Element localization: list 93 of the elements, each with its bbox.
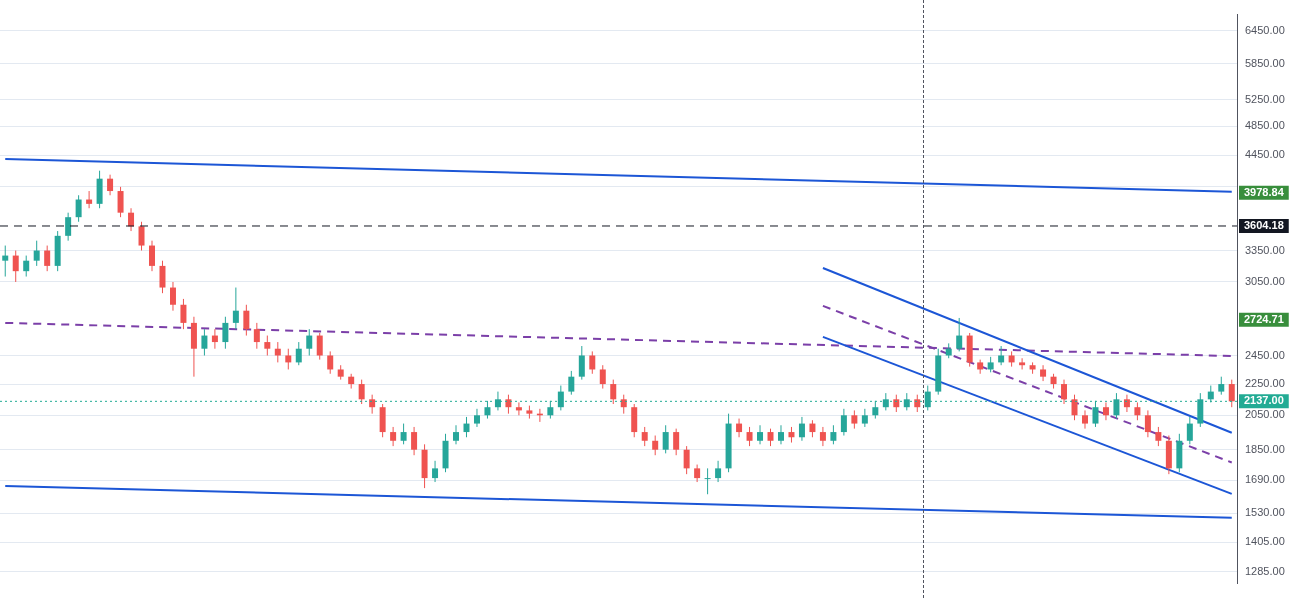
candlestick (264, 335, 271, 356)
candlestick (1061, 379, 1068, 405)
y-tick-label: 2450.00 (1245, 348, 1285, 361)
y-tick-label: 1690.00 (1245, 473, 1285, 486)
candlestick (23, 255, 30, 278)
candlestick (819, 426, 826, 447)
candlestick (1144, 409, 1151, 438)
candlestick (327, 350, 334, 375)
y-tick-label: 3350.00 (1245, 243, 1285, 256)
candlestick (295, 341, 302, 366)
candlestick (358, 379, 365, 405)
y-tick-label: 2250.00 (1245, 377, 1285, 390)
candlestick (473, 408, 480, 428)
y-tick-label: 1285.00 (1245, 565, 1285, 578)
candlestick (620, 394, 627, 415)
candlestick (253, 322, 260, 350)
candlestick (169, 281, 176, 312)
candlestick (117, 186, 124, 218)
candlestick (138, 221, 145, 252)
candlestick (715, 460, 722, 483)
candlestick (316, 332, 323, 361)
candlestick (683, 445, 690, 475)
candlestick (1123, 394, 1130, 413)
candlestick (1102, 401, 1109, 421)
y-tick-label: 5850.00 (1245, 56, 1285, 69)
candlestick (107, 174, 114, 196)
candlestick (12, 250, 19, 283)
candlestick (746, 426, 753, 447)
candlestick (610, 379, 617, 405)
candlestick (65, 212, 72, 242)
candlestick (599, 364, 606, 390)
candlestick (998, 345, 1005, 366)
candlestick (736, 418, 743, 438)
candlestick (798, 416, 805, 442)
candlestick (75, 194, 82, 223)
candlestick (222, 316, 229, 350)
candlestick (578, 345, 585, 381)
candlestick (86, 190, 93, 209)
candlestick (652, 435, 659, 456)
candlestick (432, 460, 439, 483)
candlestick (306, 328, 313, 356)
candlestick (243, 304, 250, 337)
candlestick (232, 287, 239, 330)
candlestick (2, 245, 9, 278)
y-tick-label: 1405.00 (1245, 535, 1285, 548)
y-tick-label: 1530.00 (1245, 506, 1285, 519)
candlestick (211, 328, 218, 350)
candlestick (411, 426, 418, 456)
candlestick (851, 409, 858, 430)
candlestick (285, 348, 292, 370)
y-tick-label: 6450.00 (1245, 23, 1285, 36)
text: 3978.84 (1244, 185, 1285, 198)
candlestick (149, 240, 155, 272)
candlestick (1019, 357, 1026, 370)
candlestick (1071, 394, 1078, 421)
candlestick (1155, 426, 1162, 447)
candlestick (201, 328, 208, 356)
candlestick (861, 408, 868, 428)
candlestick (757, 424, 764, 445)
candlestick (777, 424, 784, 445)
candlestick (830, 424, 837, 445)
y-tick-label: 1850.00 (1245, 442, 1285, 455)
candlestick (400, 423, 407, 445)
candlestick (159, 260, 166, 294)
y-tick-label: 4450.00 (1245, 148, 1285, 161)
candlestick (369, 394, 376, 415)
text: 2724.71 (1244, 312, 1284, 325)
candlestick (33, 240, 40, 267)
y-tick-label: 5250.00 (1245, 92, 1285, 105)
candlestick (1040, 364, 1047, 382)
candlestick (568, 370, 575, 396)
candlestick (662, 424, 669, 454)
candlestick (453, 424, 460, 445)
y-tick-label: 4850.00 (1245, 119, 1285, 132)
candlestick (390, 426, 397, 447)
ref-line-label: 2137.00 (1244, 394, 1284, 407)
y-tick-label: 2050.00 (1245, 408, 1285, 421)
candlestick (589, 350, 596, 375)
candlestick (704, 467, 711, 495)
candlestick (463, 416, 470, 438)
candlestick (956, 317, 963, 352)
candlestick (673, 428, 680, 456)
ref-line-label: 3604.18 (1244, 219, 1284, 232)
candlestick (515, 401, 522, 416)
candlestick (641, 426, 648, 447)
candlestick (1186, 416, 1193, 445)
candlestick (44, 245, 51, 272)
candlestick (840, 408, 847, 437)
candlestick (1228, 379, 1235, 408)
candlestick (1082, 409, 1088, 430)
candlestick (180, 298, 187, 330)
y-tick-label: 3050.00 (1245, 275, 1285, 288)
candlestick (505, 394, 512, 415)
